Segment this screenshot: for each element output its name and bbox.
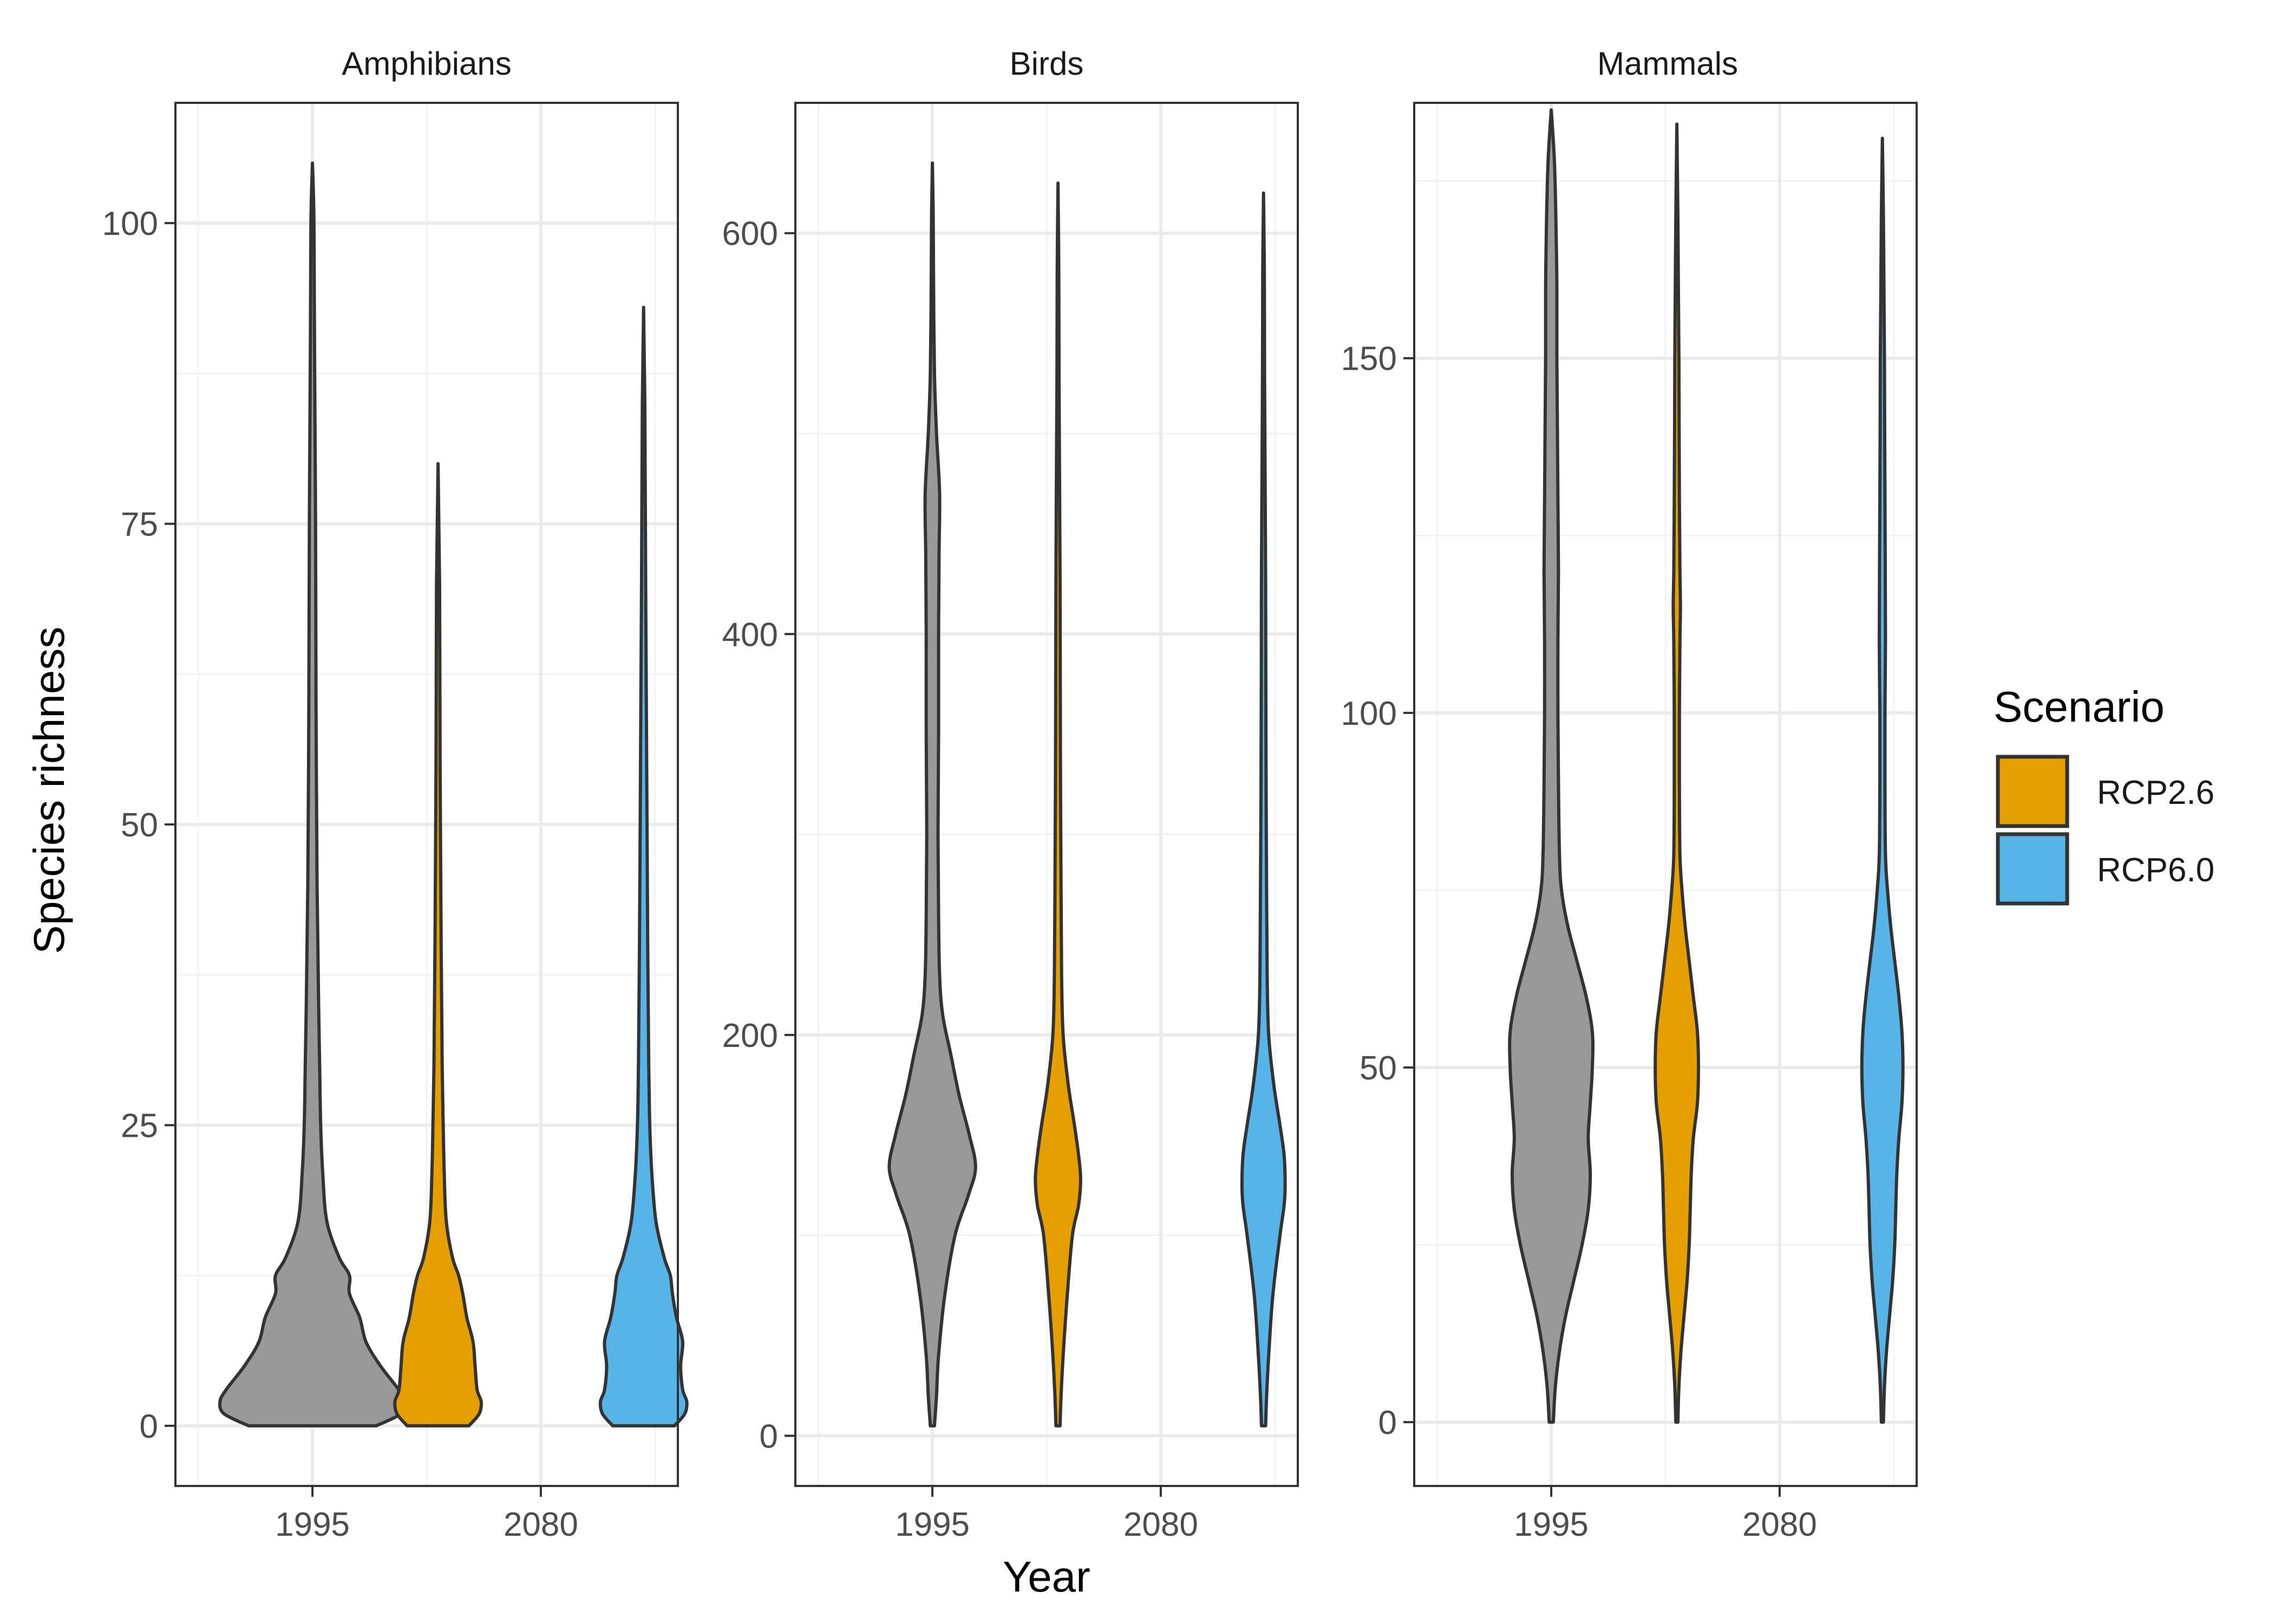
y-axis-title: Species richness [25,627,73,954]
legend-swatch-rcp26 [1996,755,2069,828]
violin-birds-2080-rcp60 [1240,191,1287,1427]
y-tick-label: 100 [102,205,158,243]
y-tick-label: 50 [1360,1050,1397,1087]
violin-amphibians-2080-rcp26 [393,462,483,1427]
panel-mammals: Mammals 0 50 100 150 1995 2080 [1341,45,1918,1543]
y-tick-label: 200 [722,1017,778,1055]
x-ticks-amphibians: 1995 2080 [275,1486,578,1543]
x-ticks-mammals: 1995 2080 [1514,1486,1817,1543]
y-tick-label: 75 [121,506,158,543]
x-tick-label: 1995 [275,1506,350,1543]
x-tick-label: 1995 [1514,1506,1589,1543]
violin-mammals-1995-baseline [1508,108,1595,1424]
panel-border [1413,102,1918,1487]
legend-label-rcp60: RCP6.0 [2097,852,2214,889]
panel-amphibians: Amphibians 0 25 50 75 100 1995 2080 [102,45,689,1543]
y-tick-label: 400 [722,616,778,653]
plot-area-amphibians [174,102,689,1487]
y-tick-label: 0 [760,1418,778,1455]
y-tick-label: 100 [1341,695,1397,732]
y-ticks-birds: 0 200 400 600 [722,215,795,1455]
violin-mammals-2080-rcp26 [1654,122,1700,1424]
panel-border [794,102,1299,1487]
x-tick-label: 2080 [1123,1506,1198,1543]
x-axis-title: Year [1003,1553,1090,1601]
panel-title-amphibians: Amphibians [342,45,512,82]
violin-amphibians-1995-baseline [218,161,407,1427]
y-tick-label: 0 [140,1408,158,1445]
violin-amphibians-2080-rcp60 [598,305,689,1427]
legend-swatch-rcp60 [1996,832,2069,906]
panel-birds: Birds 0 200 400 600 1995 2080 [722,45,1299,1543]
y-ticks-amphibians: 0 25 50 75 100 [102,205,175,1445]
legend: Scenario RCP2.6 RCP6.0 [1994,683,2214,906]
panel-title-birds: Birds [1010,45,1084,82]
y-tick-label: 600 [722,215,778,253]
x-ticks-birds: 1995 2080 [895,1486,1198,1543]
plot-area-mammals [1413,102,1918,1487]
y-tick-label: 0 [1378,1404,1397,1442]
violin-mammals-2080-rcp60 [1860,136,1905,1424]
violin-birds-2080-rcp26 [1034,181,1082,1427]
y-tick-label: 50 [121,807,158,844]
x-tick-label: 2080 [1742,1506,1817,1543]
plot-area-birds [794,102,1299,1487]
legend-label-rcp26: RCP2.6 [2097,774,2214,811]
x-tick-label: 1995 [895,1506,970,1543]
panel-border [174,102,679,1487]
violin-birds-1995-baseline [887,161,977,1427]
legend-title: Scenario [1994,683,2165,731]
y-tick-label: 25 [121,1107,158,1144]
y-tick-label: 150 [1341,340,1397,378]
panel-title-mammals: Mammals [1597,45,1738,82]
x-tick-label: 2080 [504,1506,578,1543]
y-ticks-mammals: 0 50 100 150 [1341,340,1414,1442]
